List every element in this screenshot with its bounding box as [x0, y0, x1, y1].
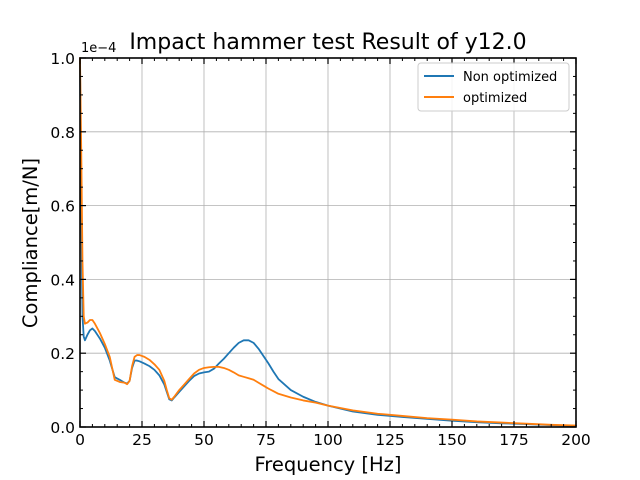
x-tick-label: 200: [561, 431, 591, 449]
x-tick-label: 25: [132, 431, 152, 449]
y-tick-label: 0.2: [50, 345, 75, 363]
series-line-optimized: [79, 57, 577, 427]
tick-labels: 0 25 50 75 100 125 150 175 200 0.0 0.2 0.4 0.6 0.8 1.0: [50, 50, 590, 449]
x-tick-label: 0: [75, 431, 85, 449]
y-tick-label: 0.6: [50, 198, 75, 216]
x-axis-label: Frequency [Hz]: [254, 453, 401, 476]
chart-title: Impact hammer test Result of y12.0: [129, 30, 526, 55]
x-tick-label: 125: [375, 431, 405, 449]
y-tick-label: 0.8: [50, 124, 75, 142]
y-tick-label: 1.0: [50, 50, 75, 68]
y-tick-label: 0.0: [50, 419, 75, 437]
legend-label-non-optimized: Non optimized: [463, 70, 557, 85]
y-scale-label: 1e−4: [81, 41, 116, 56]
x-tick-label: 50: [194, 431, 214, 449]
y-tick-label: 0.4: [50, 271, 75, 289]
legend: Non optimized optimized: [417, 62, 570, 112]
y-axis-label: Compliance[m/N]: [19, 158, 42, 328]
ticks: [79, 57, 577, 428]
x-tick-label: 100: [313, 431, 343, 449]
plot-lines: [79, 57, 577, 427]
x-tick-label: 150: [437, 431, 467, 449]
x-tick-label: 75: [256, 431, 276, 449]
x-tick-label: 175: [499, 431, 529, 449]
legend-box: [417, 62, 570, 112]
legend-label-optimized: optimized: [463, 91, 527, 106]
